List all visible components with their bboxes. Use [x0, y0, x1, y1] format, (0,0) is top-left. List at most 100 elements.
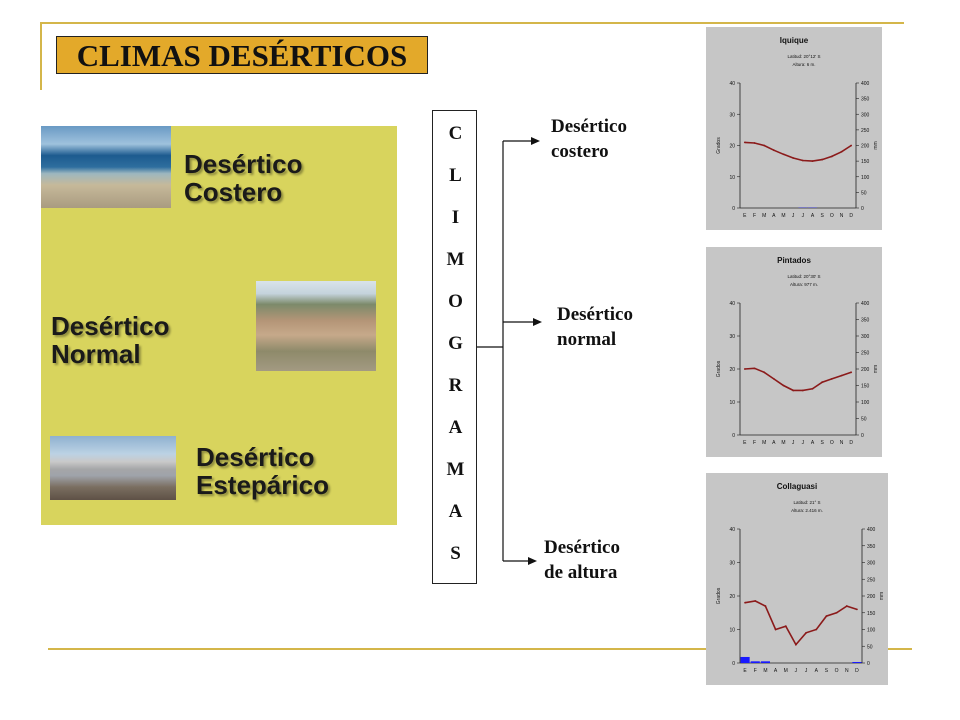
month-label: N [840, 213, 844, 219]
y2-tick-label: 300 [861, 112, 870, 118]
y2-tick-label: 250 [861, 351, 870, 357]
temperature-point [830, 378, 833, 380]
climogram-iquique: Iquique Latitud: 20°12' S Altura: 6 m. 0 10 2… [706, 27, 882, 230]
precip-bar [740, 656, 750, 663]
y2-tick-label: 200 [861, 367, 870, 373]
temperature-point [815, 628, 818, 631]
temperature-point [763, 371, 766, 374]
temperature-point [811, 160, 814, 163]
month-label: M [781, 213, 785, 219]
branch-label-altura: Desértico de altura [544, 537, 620, 583]
chart-title: Collaguasi [777, 482, 817, 491]
y-tick-label: 0 [732, 206, 735, 212]
month-label: J [795, 668, 798, 674]
y-tick-label: 10 [729, 400, 735, 406]
chart-subtitle: Latitud: 20°30' S [788, 274, 821, 279]
branch-label-normal: Desértico normal [557, 304, 633, 350]
month-label: E [743, 668, 747, 674]
slide-title: CLIMAS DESÉRTICOS [56, 36, 428, 74]
y2-tick-label: 50 [867, 644, 873, 650]
month-label: E [743, 440, 747, 446]
y-tick-label: 40 [729, 301, 735, 307]
month-label: S [820, 440, 824, 446]
panel-label-normal: Desértico Normal [51, 311, 170, 369]
vertical-letter: G [448, 333, 463, 354]
y2-tick-label: 0 [861, 433, 864, 439]
y-tick-label: 40 [729, 527, 735, 533]
temperature-point [753, 367, 756, 370]
precip-bar [750, 661, 760, 663]
y-tick-label: 20 [729, 144, 735, 150]
temperature-point [801, 159, 804, 162]
vertical-letter: A [448, 417, 463, 438]
y2-tick-label: 250 [861, 128, 870, 134]
month-label: D [849, 440, 853, 446]
temperature-point [835, 611, 838, 614]
y-tick-label: 0 [732, 661, 735, 667]
temperature-point [792, 389, 795, 392]
month-label: A [811, 213, 815, 219]
temperature-point [782, 153, 785, 156]
temperature-point [772, 378, 775, 380]
y2-tick-label: 150 [861, 384, 870, 390]
month-label: O [835, 668, 839, 674]
month-label: M [784, 668, 788, 674]
steppe-desert-photo [50, 436, 176, 500]
month-label: F [753, 440, 756, 446]
temperature-point [840, 150, 843, 153]
temperature-point [764, 605, 767, 607]
y2-tick-label: 350 [867, 544, 876, 550]
chart-subtitle: Latitud: 21° S [793, 500, 820, 505]
y2-tick-label: 0 [861, 206, 864, 212]
temperature-point [754, 600, 757, 602]
temperature-point [856, 608, 858, 611]
temperature-point [845, 605, 848, 607]
y2-tick-label: 400 [861, 301, 870, 307]
month-label: A [811, 440, 815, 446]
coastal-desert-photo [41, 126, 171, 208]
temperature-point [784, 625, 787, 628]
temperature-point [772, 149, 775, 152]
climogram-collaguasi: Collaguasi Latitud: 21° S Altura: 2.416 m.… [706, 473, 888, 685]
month-label: D [849, 213, 853, 219]
climogram-pintados: Pintados Latitud: 20°30' S Altura: 977 m. 0… [706, 247, 882, 457]
y-tick-label: 30 [729, 561, 735, 567]
temperature-point [850, 371, 853, 374]
month-label: A [772, 213, 776, 219]
temperature-point [850, 144, 853, 147]
temperature-point [811, 387, 814, 390]
y-tick-label: 30 [729, 112, 735, 118]
chart-title: Pintados [777, 256, 811, 265]
temperature-point [744, 601, 746, 604]
temperature-point [805, 631, 807, 634]
vertical-letter: M [446, 249, 465, 270]
branch-label-costero: Desértico costero [551, 116, 627, 162]
y-tick-label: 30 [729, 334, 735, 340]
temperature-point [821, 158, 824, 161]
y2-tick-label: 350 [861, 318, 870, 324]
temperature-line [744, 367, 852, 392]
temperature-point [792, 157, 795, 159]
temperature-point [763, 144, 766, 147]
y2-tick-label: 300 [861, 334, 870, 340]
y-axis-label: Grados [716, 360, 722, 377]
month-label: M [762, 213, 766, 219]
precip-bar [760, 661, 770, 663]
y2-axis-label: mm [873, 141, 879, 149]
month-label: N [845, 668, 849, 674]
y2-tick-label: 200 [867, 594, 876, 600]
temperature-point [774, 628, 777, 631]
bottom-rule [48, 648, 912, 650]
chart-subtitle: Altura: 6 m. [792, 62, 815, 67]
left-rule [40, 22, 42, 90]
y2-tick-label: 100 [867, 628, 876, 634]
arrow-costero [531, 137, 540, 145]
y-tick-label: 20 [729, 367, 735, 373]
temperature-point [830, 155, 833, 158]
climogramas-box: C L I M O G R A M A S [432, 110, 477, 584]
y2-tick-label: 100 [861, 175, 870, 181]
y2-axis-label: mm [873, 365, 879, 373]
temperature-point [753, 142, 756, 144]
top-rule [40, 22, 904, 24]
month-label: M [762, 440, 766, 446]
